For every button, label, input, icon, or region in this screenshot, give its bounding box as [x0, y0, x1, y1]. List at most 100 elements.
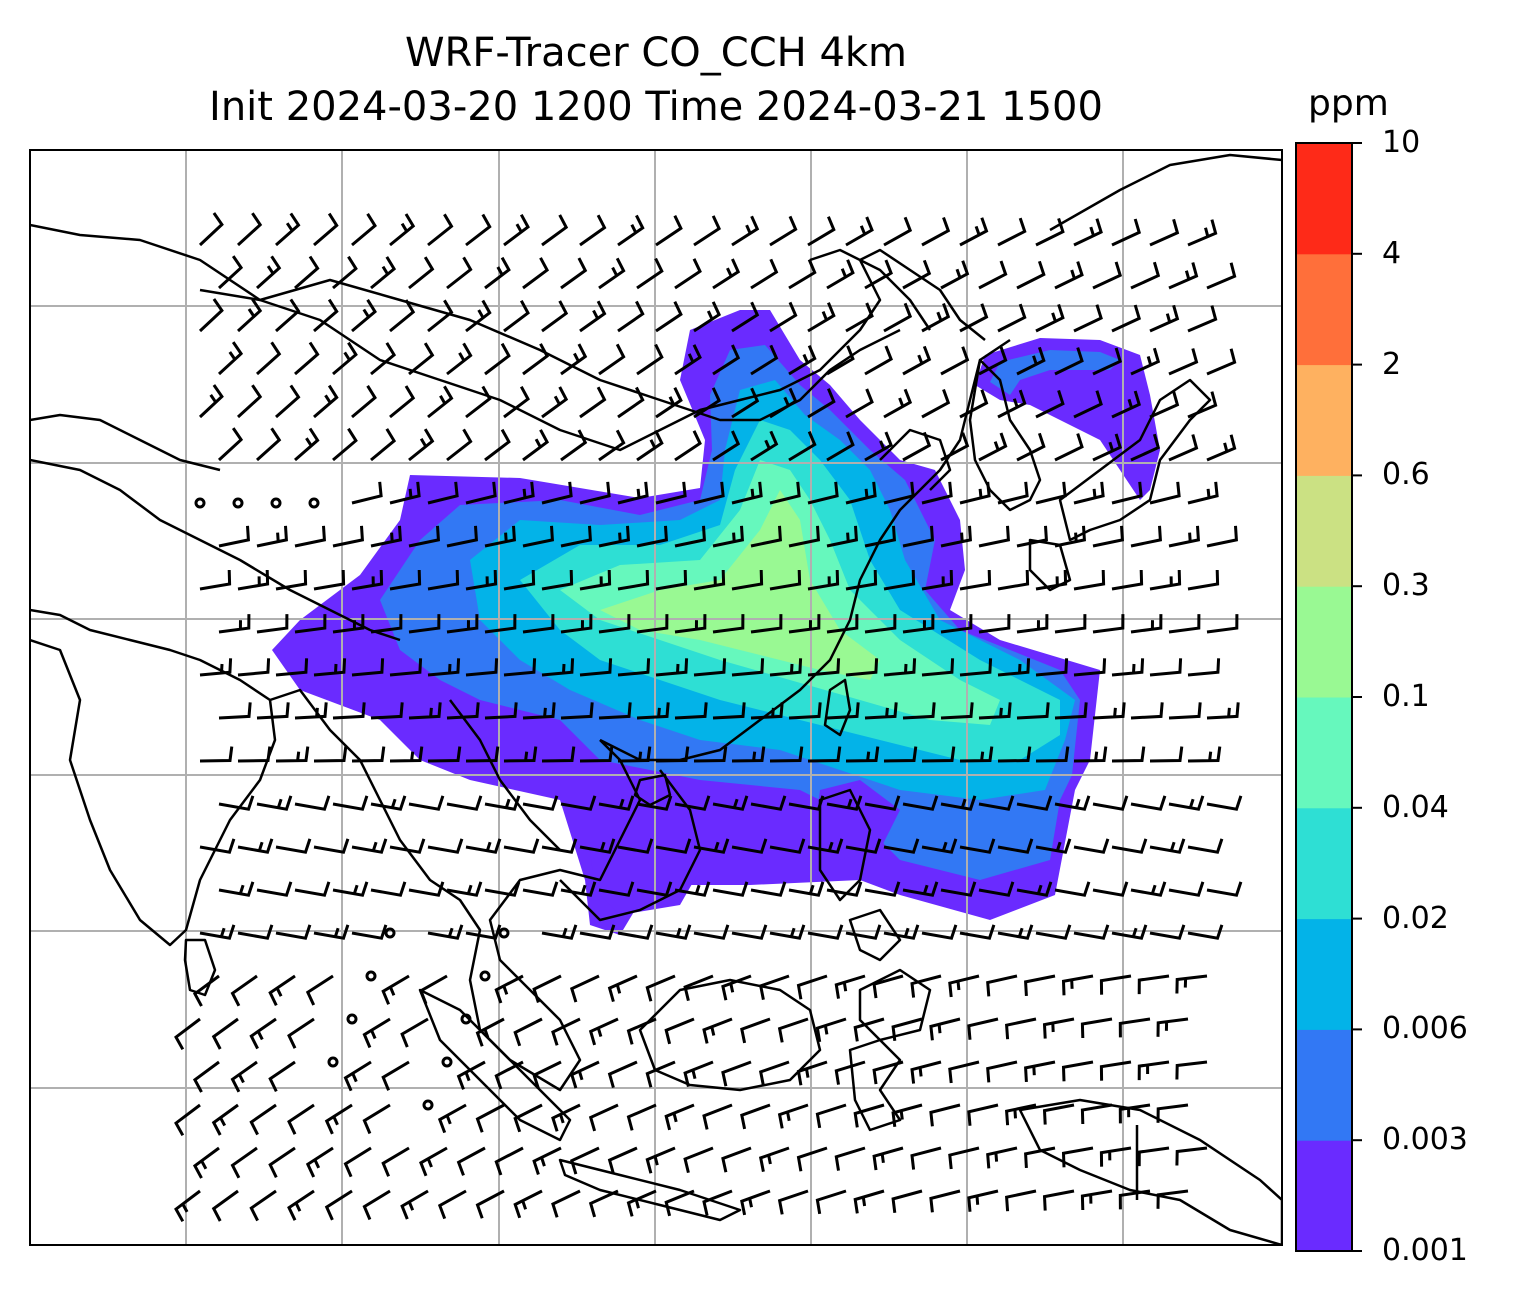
wind-barb	[362, 1017, 391, 1049]
wind-barb	[997, 746, 1032, 763]
gridlines	[30, 150, 1282, 1245]
coast-newguinea	[1018, 1098, 1282, 1245]
wind-barb	[579, 924, 616, 940]
wind-barb	[1168, 525, 1200, 548]
wind-barb	[683, 1146, 714, 1174]
wind-barb	[236, 298, 263, 333]
wind-barb	[1206, 348, 1237, 376]
wind-barb	[494, 974, 524, 1004]
wind-barb	[636, 525, 668, 548]
wind-barb	[1024, 1060, 1056, 1082]
wind-barb	[864, 431, 893, 462]
wind-barb	[174, 1103, 201, 1137]
wind-barb	[777, 1103, 809, 1129]
colorbar-tick-label: 0.6	[1382, 457, 1430, 493]
wind-barb	[343, 1146, 372, 1178]
wind-barb	[1118, 1103, 1151, 1124]
wind-barb	[826, 525, 858, 548]
wind-barb	[910, 1146, 942, 1170]
wind-barb	[579, 214, 607, 247]
wind-barb	[1130, 261, 1161, 290]
wind-barb	[560, 525, 592, 548]
wind-barb	[370, 881, 407, 897]
wind-barb-calm	[308, 497, 320, 509]
wind-barb	[769, 746, 804, 763]
wind-barb	[921, 658, 955, 677]
wind-barb	[997, 217, 1027, 247]
wind-barb	[1130, 347, 1161, 376]
wind-barb	[674, 258, 702, 290]
wind-barb	[712, 430, 741, 462]
wind-barb	[1187, 924, 1224, 940]
wind-barb	[1035, 658, 1069, 677]
wind-barb	[929, 1189, 961, 1213]
wind-barb	[1137, 1146, 1170, 1167]
wind-barb	[198, 384, 224, 419]
wind-barb	[731, 301, 760, 333]
wind-barb	[588, 1189, 619, 1218]
wind-barb	[598, 881, 635, 897]
wind-barb	[959, 481, 991, 505]
wind-barb	[256, 614, 289, 634]
wind-barb	[211, 1017, 239, 1050]
wind-barb	[921, 216, 951, 247]
wind-barb	[1130, 525, 1162, 548]
wind-barb	[921, 569, 954, 591]
wind-barb	[513, 1189, 543, 1219]
wind-barb	[959, 838, 996, 854]
wind-barb	[788, 345, 817, 376]
wind-barb	[1156, 1103, 1189, 1123]
wind-barb	[579, 300, 607, 333]
wind-barb	[551, 1103, 581, 1132]
wind-barb	[1187, 658, 1221, 677]
wind-barb	[807, 302, 836, 333]
coast-china-south	[599, 338, 1011, 762]
wind-barb	[845, 216, 874, 247]
wind-barb	[541, 658, 575, 677]
wind-barb	[674, 614, 707, 634]
wind-barb-calm	[232, 497, 244, 509]
wind-barb	[655, 658, 689, 677]
wind-barb	[1092, 261, 1123, 290]
wind-barb	[437, 1103, 467, 1134]
wind-barb	[560, 614, 593, 634]
wind-barb	[1016, 795, 1053, 811]
wind-barb	[693, 301, 722, 333]
wind-barb	[1156, 1189, 1189, 1209]
wind-barb	[1061, 1060, 1094, 1082]
wind-barb	[351, 746, 386, 763]
wind-barb	[921, 838, 958, 854]
wind-barb	[256, 702, 290, 720]
wind-barb	[1054, 881, 1091, 897]
wind-barb	[446, 525, 478, 548]
coast-bohai	[879, 428, 952, 491]
wind-barb	[1149, 569, 1182, 591]
wind-barb	[1024, 974, 1056, 996]
wind-barb	[758, 1146, 790, 1172]
wind-barb	[853, 1103, 885, 1128]
wind-barb	[381, 1146, 410, 1177]
wind-barb	[465, 924, 502, 940]
wind-barb	[769, 658, 803, 677]
wind-barb	[645, 1060, 676, 1088]
wind-barb	[750, 702, 784, 720]
wind-barb	[883, 658, 917, 677]
wind-barb	[731, 924, 768, 940]
wind-barb	[826, 431, 855, 462]
wind-barb	[959, 658, 993, 677]
wind-barb	[636, 795, 673, 811]
wind-barb	[853, 1017, 885, 1042]
wind-barb	[560, 881, 597, 897]
wind-barb	[1035, 746, 1070, 763]
wind-barb	[655, 215, 683, 247]
wind-barb	[427, 569, 460, 591]
wind-barb	[986, 1060, 1018, 1083]
wind-barb	[522, 343, 550, 376]
wind-barb	[579, 481, 611, 505]
wind-barb	[275, 746, 310, 763]
wind-barb	[465, 838, 502, 854]
wind-barb	[674, 525, 706, 548]
wind-barb	[598, 614, 631, 634]
wind-barb	[1073, 304, 1103, 333]
wind-barb	[636, 429, 664, 462]
